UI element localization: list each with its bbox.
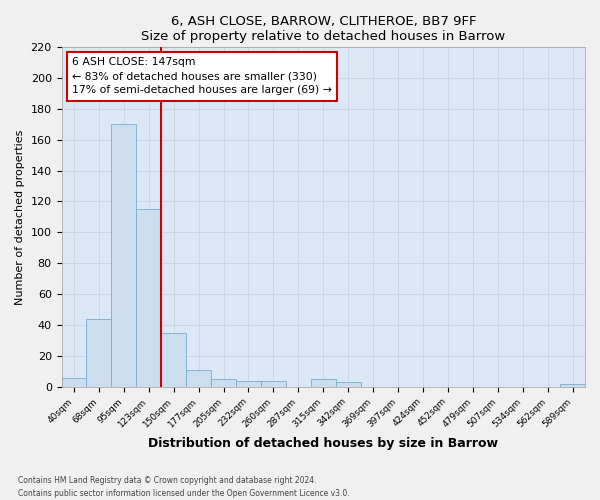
X-axis label: Distribution of detached houses by size in Barrow: Distribution of detached houses by size … — [148, 437, 498, 450]
Bar — [186, 370, 211, 387]
Bar — [236, 380, 261, 387]
Y-axis label: Number of detached properties: Number of detached properties — [15, 129, 25, 304]
Bar — [311, 379, 336, 387]
Text: 6 ASH CLOSE: 147sqm
← 83% of detached houses are smaller (330)
17% of semi-detac: 6 ASH CLOSE: 147sqm ← 83% of detached ho… — [72, 57, 332, 95]
Bar — [211, 379, 236, 387]
Bar — [62, 378, 86, 387]
Bar — [161, 333, 186, 387]
Bar — [112, 124, 136, 387]
Bar — [86, 319, 112, 387]
Bar — [560, 384, 585, 387]
Bar — [336, 382, 361, 387]
Bar — [136, 209, 161, 387]
Title: 6, ASH CLOSE, BARROW, CLITHEROE, BB7 9FF
Size of property relative to detached h: 6, ASH CLOSE, BARROW, CLITHEROE, BB7 9FF… — [141, 15, 505, 43]
Text: Contains HM Land Registry data © Crown copyright and database right 2024.
Contai: Contains HM Land Registry data © Crown c… — [18, 476, 350, 498]
Bar — [261, 380, 286, 387]
